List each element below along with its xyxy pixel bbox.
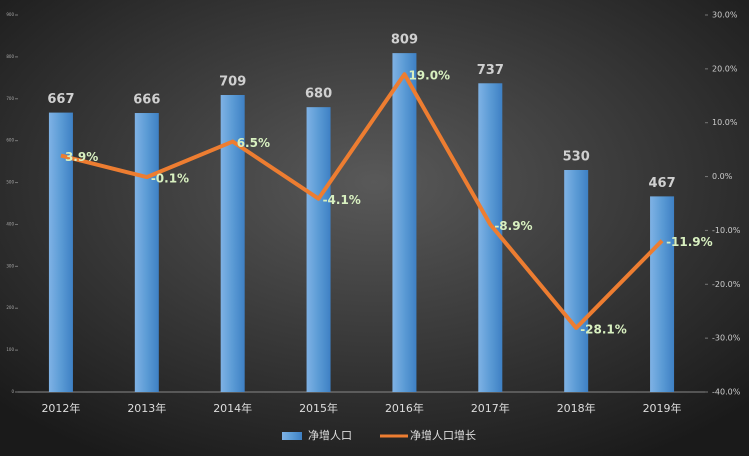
x-tick-label: 2013年 [127, 401, 166, 415]
bar-value-label: 666 [133, 93, 160, 108]
y2-tick-label: -30.0% [712, 334, 741, 343]
legend-swatch [282, 432, 302, 440]
y2-tick-label: -10.0% [712, 226, 741, 235]
bar-value-label: 467 [648, 176, 675, 191]
y-tick-label: 700 [6, 96, 14, 101]
bar [564, 169, 589, 392]
line-value-label: -4.1% [323, 193, 361, 207]
line [60, 72, 664, 330]
bar-value-label: 809 [391, 33, 418, 48]
legend-label: 净增人口增长 [410, 428, 476, 442]
line-value-label: 3.9% [65, 150, 98, 164]
y-tick-label: 600 [6, 138, 14, 143]
bar [650, 196, 675, 392]
y-tick-label: 200 [6, 305, 14, 310]
x-tick-label: 2012年 [41, 401, 80, 415]
line-value-label: -11.9% [666, 235, 713, 249]
bar [306, 107, 331, 393]
y-tick-label: 300 [6, 263, 14, 268]
y-tick-label: 900 [6, 12, 14, 17]
line-value-label: -8.9% [494, 219, 532, 233]
y-tick-label: 100 [6, 347, 14, 352]
y2-tick-label: 10.0% [712, 118, 738, 127]
bar [134, 113, 159, 393]
y2-tick-label: -20.0% [712, 280, 741, 289]
y-tick-label: 400 [6, 221, 14, 226]
bar [392, 53, 417, 392]
x-tick-label: 2014年 [213, 401, 252, 415]
y2-tick-label: 30.0% [712, 11, 738, 20]
x-tick-label: 2015年 [299, 401, 338, 415]
bar-value-label: 680 [305, 87, 332, 102]
legend-label: 净增人口 [308, 428, 352, 442]
line-value-label: 6.5% [237, 136, 270, 150]
bar-value-label: 530 [563, 149, 590, 164]
y-tick-label: 800 [6, 54, 14, 59]
y2-tick-label: -40.0% [712, 388, 741, 397]
bar [478, 83, 503, 392]
x-tick-label: 2019年 [643, 401, 682, 415]
line-value-label: -28.1% [580, 322, 627, 336]
line-value-label: -0.1% [151, 172, 189, 186]
bar-value-label: 709 [219, 75, 246, 90]
y-tick-label: 500 [6, 180, 14, 185]
bar-value-label: 737 [477, 63, 504, 78]
y-tick-label: 0 [11, 389, 14, 394]
x-tick-label: 2018年 [557, 401, 596, 415]
y2-tick-label: 0.0% [712, 172, 733, 181]
y2-tick-label: 20.0% [712, 64, 738, 73]
x-tick-label: 2016年 [385, 401, 424, 415]
x-tick-label: 2017年 [471, 401, 510, 415]
bar-value-label: 667 [47, 92, 74, 107]
line-value-label: 19.0% [408, 69, 450, 83]
